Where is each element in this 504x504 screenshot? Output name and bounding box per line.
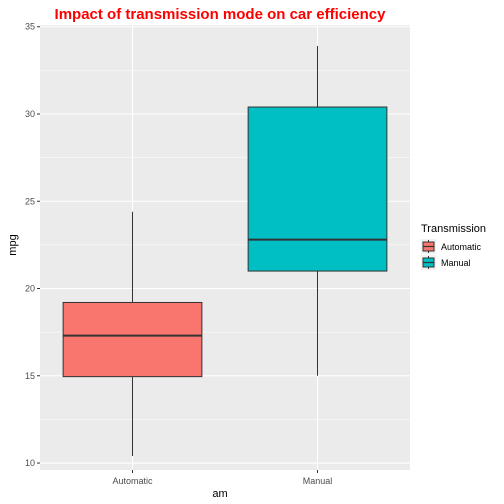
legend-key-automatic: Automatic xyxy=(421,239,482,254)
legend-label: Manual xyxy=(441,258,471,268)
chart-title: Impact of transmission mode on car effic… xyxy=(55,6,387,23)
box-body xyxy=(247,106,388,272)
legend: Transmission Automatic Manual xyxy=(421,223,486,270)
legend-label: Automatic xyxy=(441,242,482,252)
boxes xyxy=(62,45,388,457)
box-body xyxy=(62,301,203,378)
y-axis-title: mpg xyxy=(7,234,19,255)
y-axis: 10 15 20 25 30 35 xyxy=(25,22,40,468)
legend-title: Transmission xyxy=(421,223,486,235)
y-tick-label: 15 xyxy=(25,371,35,381)
y-tick-label: 30 xyxy=(25,109,35,119)
box-automatic xyxy=(62,211,203,457)
y-tick-label: 20 xyxy=(25,284,35,294)
x-tick-label: Automatic xyxy=(112,476,153,486)
x-tick-label: Manual xyxy=(303,476,333,486)
y-tick-label: 10 xyxy=(25,458,35,468)
box-manual xyxy=(247,45,388,376)
x-axis: Automatic Manual xyxy=(112,470,332,486)
legend-key-manual: Manual xyxy=(421,255,471,270)
y-tick-label: 25 xyxy=(25,196,35,206)
x-axis-title: am xyxy=(212,488,227,500)
y-tick-label: 35 xyxy=(25,22,35,32)
